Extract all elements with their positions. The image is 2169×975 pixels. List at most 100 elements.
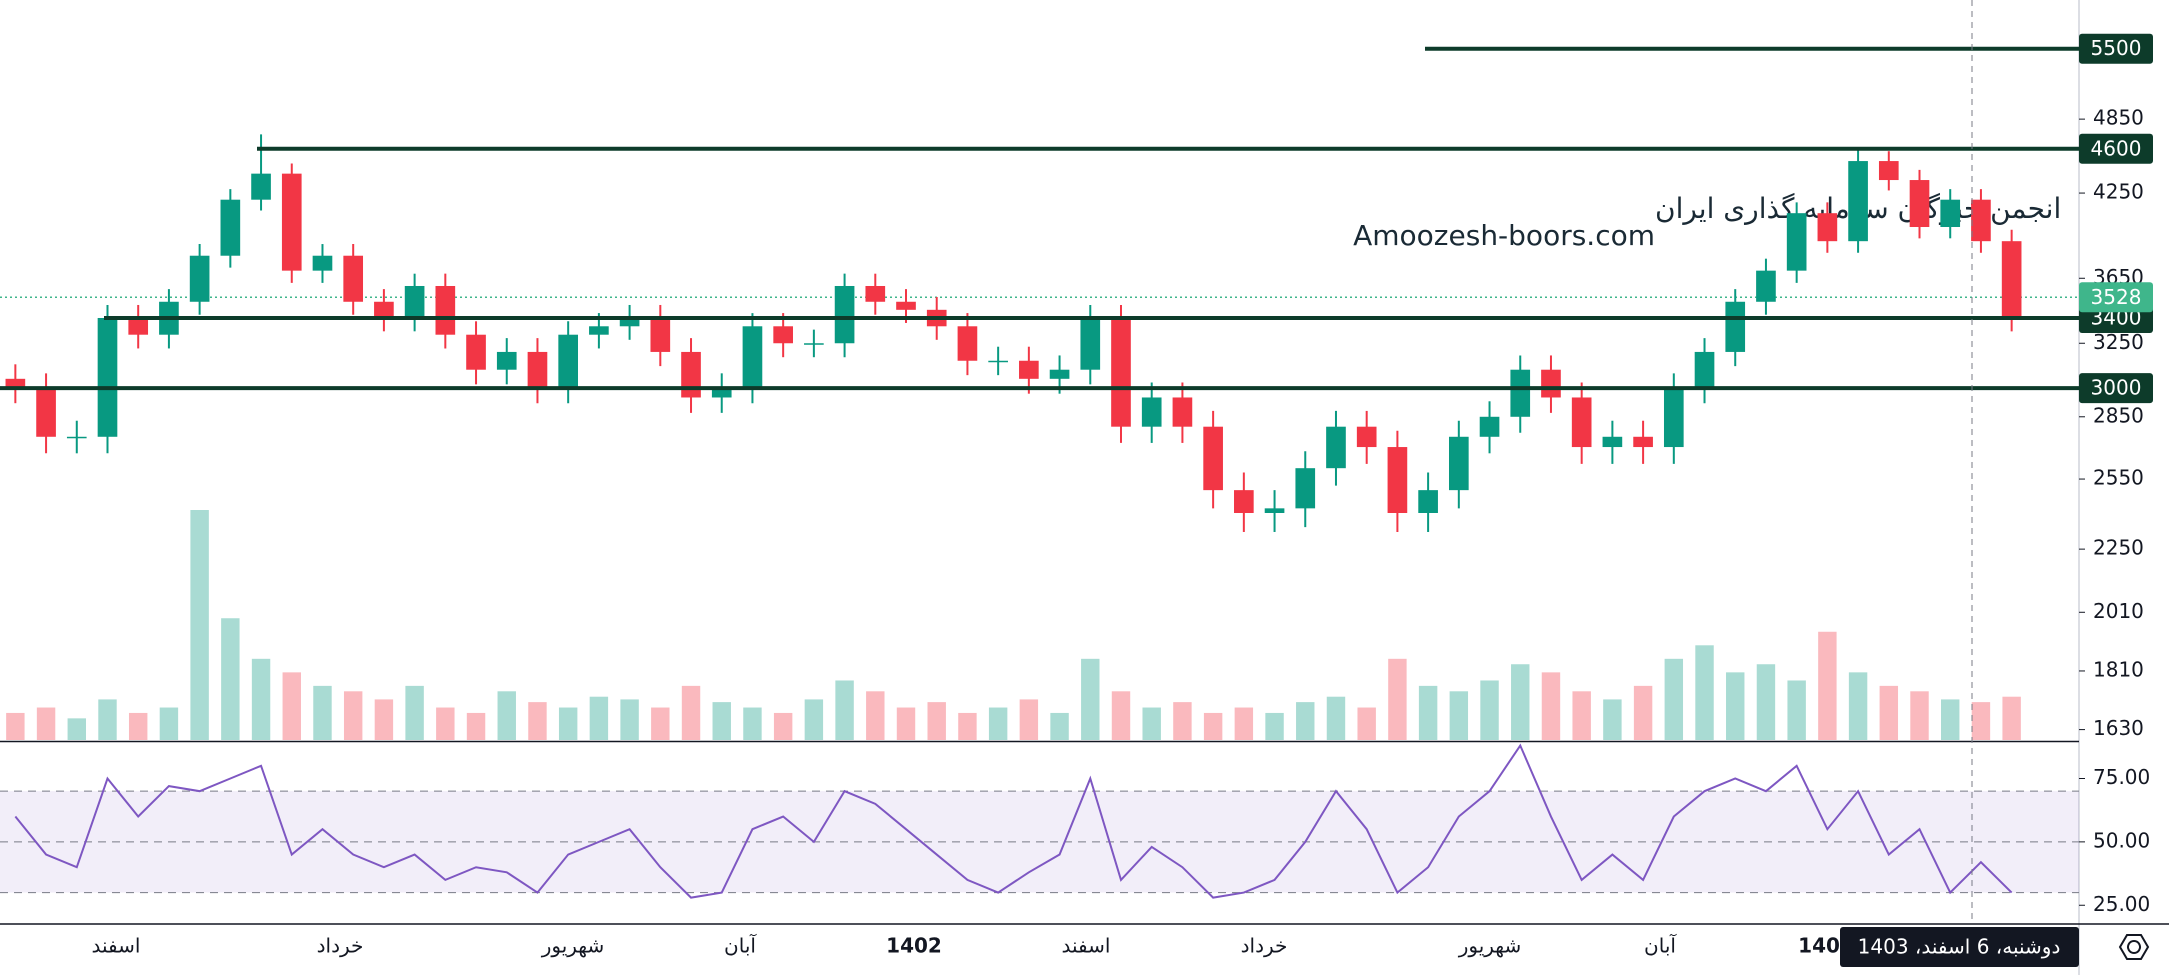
volume-bar [1971,702,1991,740]
volume-bar [1879,685,1899,740]
candle-body [1049,369,1070,379]
candle-body [1571,397,1592,448]
candle-body [711,388,732,398]
volume-bar [1541,672,1561,740]
volume-bar [497,691,516,740]
volume-bar [1081,658,1100,740]
candle-body [1295,468,1316,509]
candle-body [220,199,241,256]
candle-body [1725,301,1746,352]
y-tick-label: 2010 [2093,599,2144,623]
volume-bar [896,707,916,740]
candle-body [1264,508,1285,513]
volume-bar [190,510,209,740]
volume-bar [620,699,639,740]
candle-body [496,351,517,370]
volume-bar [343,691,363,740]
volume-bar [2002,696,2021,740]
candle-body [36,388,56,437]
volume-bar [866,691,885,740]
candle-body [1080,317,1101,370]
volume-bar [1695,645,1714,740]
y-tick-label: 25.00 [2093,892,2150,916]
candle-body [804,343,824,345]
candle-body [957,326,978,361]
candle-body [251,173,271,200]
volume-bar [1296,702,1315,740]
candle-body [1971,199,1991,242]
candle-body [128,317,149,335]
volume-bar [835,680,854,740]
y-tick-label: 1630 [2093,716,2144,740]
volume-bar [313,685,332,740]
volume-bar [1142,707,1161,740]
level-label: 3000 [2091,376,2142,400]
candle-body [343,255,364,302]
volume-bar [1480,680,1499,740]
volume-bar [436,707,455,740]
volume-bar [6,712,25,740]
y-tick-label: 1810 [2093,657,2144,681]
candle-body [1479,416,1500,437]
candle-body [1418,490,1438,513]
x-tick-label: اسفند [92,934,141,958]
volume-bar [681,685,701,740]
volume-bar [1787,680,1806,740]
volume-bar [1664,658,1684,740]
volume-bar [773,712,793,740]
volume-bar [159,707,179,740]
y-tick-label: 4250 [2093,180,2144,204]
y-tick-label: 50.00 [2093,828,2150,852]
candle-body [1694,351,1715,389]
candle-body [1602,436,1623,448]
candle-body [281,173,302,271]
x-tick-label: اسفند [1062,934,1111,958]
candle-body [1786,213,1807,271]
candle-body [1663,388,1684,448]
volume-bar [1388,658,1407,740]
x-tick-label: خرداد [1241,934,1288,958]
level-label: 4600 [2091,136,2142,160]
volume-bar [651,707,670,740]
volume-bar [405,685,424,740]
candle-body [189,255,210,302]
candle-body [1817,213,1838,242]
x-tick-label: شهریور [541,934,605,958]
candle-body [1633,436,1653,448]
level-label-box [2079,133,2153,164]
volume-bar [1633,685,1653,740]
level-label-box [2079,373,2153,404]
y-tick-label: 2250 [2093,536,2144,560]
volume-bar [1326,696,1346,740]
candle-body [1111,317,1131,427]
candle-body [1019,360,1039,379]
candle-body [650,317,671,352]
volume-bar [1726,672,1745,740]
candle-body [1203,426,1223,491]
candle-body [435,285,456,335]
volume-bar [1019,699,1039,740]
x-tick-label: آبان [1644,933,1677,958]
volume-bar [98,699,117,740]
volume-bar [1050,712,1069,740]
candle-body [312,255,333,271]
volume-bar [743,707,762,740]
candle-body [1848,161,1868,242]
level-label-box [2079,33,2153,64]
x-tick-label: 1402 [886,934,942,958]
volume-bar [1449,691,1469,740]
volume-bar [1756,664,1776,740]
candle-body [1326,426,1346,469]
candle-body [773,326,793,344]
y-tick-label: 2550 [2093,466,2144,490]
volume-bar [251,658,271,740]
volume-bar [1910,691,1929,740]
candle-body [1141,397,1162,427]
volume-bar [1234,707,1254,740]
rsi-line [14,743,2013,899]
candle-body [558,334,579,389]
candle-body [1878,161,1899,181]
last-price-label: 3528 [2091,285,2142,309]
volume-bar [67,718,86,740]
